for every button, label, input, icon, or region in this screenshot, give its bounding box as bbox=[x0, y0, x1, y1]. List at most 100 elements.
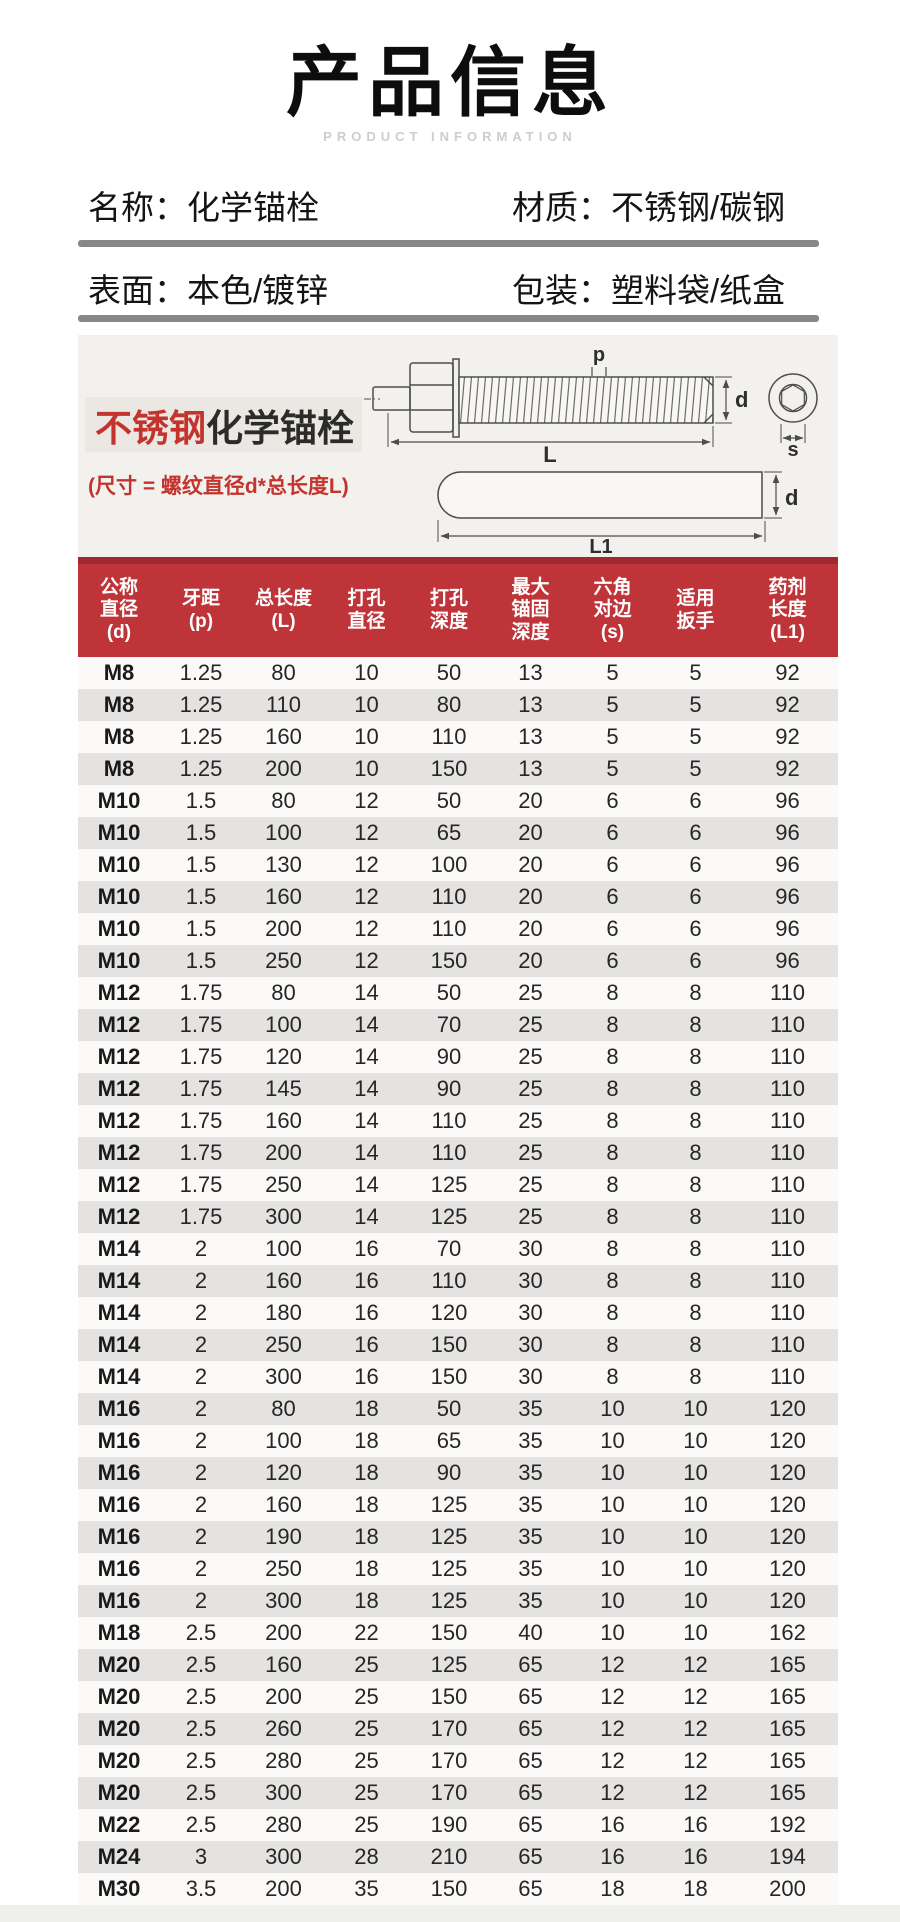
page-subtitle: PRODUCT INFORMATION bbox=[323, 129, 577, 144]
end-view-inner bbox=[778, 383, 808, 413]
table-row: M30 3.5 200 35 150 65 18 18 200 bbox=[78, 1873, 838, 1905]
cell: 120 bbox=[769, 1428, 806, 1453]
cell: M16 bbox=[97, 1492, 141, 1517]
cell: 120 bbox=[430, 1300, 468, 1325]
cell: 200 bbox=[265, 1140, 302, 1165]
cell: 12 bbox=[600, 1652, 625, 1677]
cell: 2 bbox=[194, 1332, 208, 1357]
cell: 5 bbox=[606, 724, 619, 749]
cell: 100 bbox=[265, 820, 302, 845]
cell: 190 bbox=[430, 1812, 468, 1837]
cell: 165 bbox=[769, 1716, 806, 1741]
cell: 110 bbox=[431, 916, 467, 941]
cell: 120 bbox=[769, 1492, 806, 1517]
column-header: 适用 扳手 bbox=[654, 564, 737, 657]
product-material: 材质：不锈钢/碳钢 bbox=[512, 181, 785, 229]
cell: 6 bbox=[689, 948, 702, 973]
cell: 8 bbox=[606, 1108, 619, 1133]
cell: M24 bbox=[97, 1844, 141, 1869]
cell: M16 bbox=[97, 1556, 141, 1581]
cell: 14 bbox=[354, 1140, 379, 1165]
cell: 165 bbox=[769, 1684, 806, 1709]
cell: 96 bbox=[775, 820, 800, 845]
info-row-2: 表面：本色/镀锌 包装：塑料袋/纸盒 bbox=[0, 264, 900, 309]
cell: 10 bbox=[683, 1428, 708, 1453]
cell: M16 bbox=[97, 1588, 141, 1613]
cell: 110 bbox=[431, 1140, 467, 1165]
cell: M22 bbox=[97, 1812, 141, 1837]
cell: 1.75 bbox=[179, 1204, 223, 1229]
cell: 125 bbox=[430, 1204, 468, 1229]
table-row: M16 2 120 18 90 35 10 10 120 bbox=[78, 1457, 838, 1489]
cell: 110 bbox=[769, 1204, 806, 1229]
cell: 2.5 bbox=[185, 1652, 217, 1677]
product-package: 包装：塑料袋/纸盒 bbox=[512, 264, 785, 312]
cell: 18 bbox=[354, 1492, 379, 1517]
cell: 6 bbox=[606, 948, 619, 973]
cell: 200 bbox=[265, 1620, 302, 1645]
cell: M12 bbox=[97, 1140, 141, 1165]
cell: M10 bbox=[97, 852, 141, 877]
cell: 260 bbox=[265, 1716, 302, 1741]
cell: 16 bbox=[600, 1844, 625, 1869]
cell: 300 bbox=[265, 1364, 302, 1389]
cell: 130 bbox=[265, 852, 302, 877]
table-row: M22 2.5 280 25 190 65 16 16 192 bbox=[78, 1809, 838, 1841]
spec-table-section: 公称 直径 (d) 牙距 (p) 总长度 (L) 打孔 直径 打孔 深度 最大 锚固 深度 六角 对边 (s) 适… bbox=[78, 557, 838, 1905]
cell: 10 bbox=[600, 1524, 625, 1549]
cell: 80 bbox=[436, 692, 462, 717]
cell: 12 bbox=[683, 1780, 708, 1805]
cell: 110 bbox=[769, 1300, 806, 1325]
cell: M8 bbox=[103, 724, 135, 749]
cell: 6 bbox=[606, 852, 619, 877]
cell: 28 bbox=[354, 1844, 379, 1869]
cell: 110 bbox=[769, 1076, 806, 1101]
product-surface: 表面：本色/镀锌 bbox=[88, 264, 328, 312]
label-black-part: 化学锚栓 bbox=[206, 407, 354, 449]
cell: 10 bbox=[683, 1556, 708, 1581]
cell: 20 bbox=[518, 916, 543, 941]
cell: 14 bbox=[354, 1076, 379, 1101]
column-header: 总长度 (L) bbox=[242, 564, 325, 657]
table-row: M12 1.75 200 14 110 25 8 8 110 bbox=[78, 1137, 838, 1169]
cell: M20 bbox=[97, 1684, 141, 1709]
table-row: M8 1.25 200 10 150 13 5 5 92 bbox=[78, 753, 838, 785]
table-row: M20 2.5 200 25 150 65 12 12 165 bbox=[78, 1681, 838, 1713]
table-row: M8 1.25 80 10 50 13 5 5 92 bbox=[78, 657, 838, 689]
cell: 120 bbox=[769, 1396, 806, 1421]
cell: 8 bbox=[606, 1268, 619, 1293]
cell: M12 bbox=[97, 1044, 141, 1069]
cell: 110 bbox=[769, 1172, 806, 1197]
cell: 2.5 bbox=[185, 1716, 217, 1741]
cell: 8 bbox=[689, 1268, 702, 1293]
table-row: M16 2 190 18 125 35 10 10 120 bbox=[78, 1521, 838, 1553]
cell: 10 bbox=[600, 1428, 625, 1453]
cell: 110 bbox=[769, 1268, 806, 1293]
cell: 200 bbox=[265, 1684, 302, 1709]
cell: 10 bbox=[683, 1492, 708, 1517]
cell: 80 bbox=[271, 980, 296, 1005]
cell: 92 bbox=[775, 660, 800, 685]
cell: 192 bbox=[769, 1812, 806, 1837]
cell: 250 bbox=[265, 1556, 302, 1581]
chemical-capsule bbox=[437, 471, 763, 519]
cell: 8 bbox=[606, 1012, 619, 1037]
cell: 25 bbox=[518, 1012, 543, 1037]
cell: 18 bbox=[354, 1588, 379, 1613]
table-row: M16 2 80 18 50 35 10 10 120 bbox=[78, 1393, 838, 1425]
table-row: M10 1.5 130 12 100 20 6 6 96 bbox=[78, 849, 838, 881]
cell: 35 bbox=[518, 1556, 543, 1581]
cell: 8 bbox=[689, 1012, 702, 1037]
cell: 10 bbox=[683, 1524, 708, 1549]
cell: 125 bbox=[430, 1652, 468, 1677]
end-view-outer bbox=[768, 373, 818, 423]
cell: 10 bbox=[683, 1620, 708, 1645]
cell: 25 bbox=[518, 1044, 543, 1069]
cell: 170 bbox=[430, 1748, 468, 1773]
cell: M10 bbox=[97, 788, 141, 813]
table-row: M12 1.75 145 14 90 25 8 8 110 bbox=[78, 1073, 838, 1105]
cell: M8 bbox=[103, 756, 135, 781]
d2-label: d bbox=[785, 485, 798, 510]
cell: 8 bbox=[689, 1044, 702, 1069]
cell: 20 bbox=[518, 948, 543, 973]
